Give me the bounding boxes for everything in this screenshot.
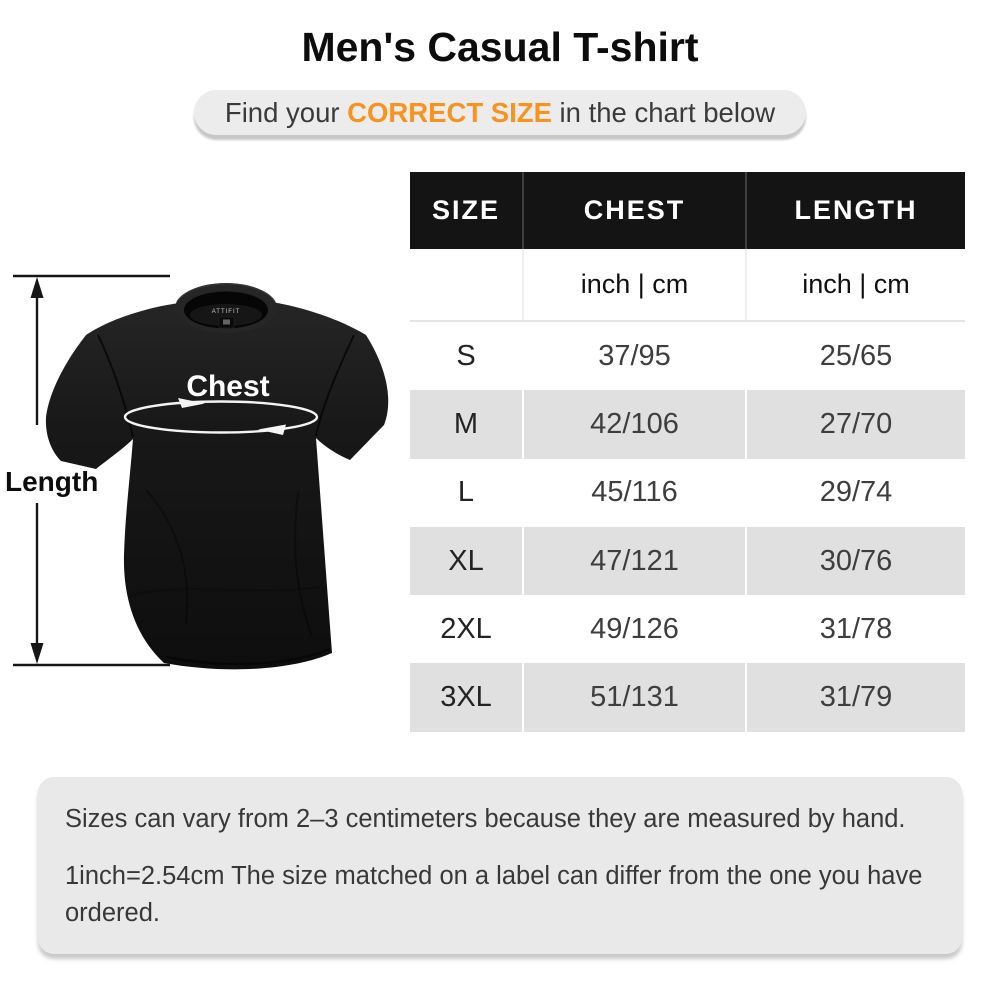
cell-chest: 42/106 [522, 390, 745, 459]
unit-cell-empty [410, 249, 522, 320]
wrinkle-fold [130, 586, 321, 596]
banner-text-suffix: in the chart below [551, 96, 776, 128]
chest-label: Chest [186, 370, 269, 403]
cell-length: 31/78 [745, 595, 965, 664]
tshirt-measurement-diagram: Length ATTIFIT Chest [5, 274, 389, 670]
unit-cell-chest: inch | cm [522, 249, 745, 320]
cell-size: 3XL [440, 681, 492, 714]
table-row: M 42/106 27/70 [410, 390, 965, 459]
table-row: S 37/95 25/65 [410, 322, 965, 391]
table-row: XL 47/121 30/76 [410, 526, 965, 596]
collar-inner-back [190, 304, 262, 326]
banner-highlight-text: CORRECT SIZE [347, 96, 552, 128]
cell-size: S [456, 339, 476, 372]
collar-brand-label: ATTIFIT [212, 309, 241, 315]
table-header-row: SIZE CHEST LENGTH [410, 172, 965, 249]
table-row: 2XL 49/126 31/78 [410, 595, 965, 664]
unit-cell-length: inch | cm [745, 249, 965, 320]
cell-chest: 37/95 [522, 322, 745, 391]
collar-rim-highlight [176, 283, 276, 303]
table-unit-row: inch | cm inch | cm [410, 249, 965, 322]
notes-box: Sizes can vary from 2–3 centimeters beca… [38, 777, 962, 954]
banner-text-prefix: Find your [224, 96, 348, 128]
chest-arrow-left-head [258, 424, 286, 435]
length-label: Length [5, 466, 98, 497]
table-row: L 45/116 29/74 [410, 458, 965, 527]
length-arrow-down-head [30, 643, 44, 664]
cell-chest: 45/116 [522, 458, 745, 527]
note-line-1: Sizes can vary from 2–3 centimeters beca… [65, 805, 906, 833]
size-chart-table: SIZE CHEST LENGTH inch | cm inch | cm S … [410, 172, 965, 732]
cell-size: XL [448, 544, 484, 577]
column-header-length: LENGTH [745, 172, 965, 249]
note-line-2: 1inch=2.54cm The size matched on a label… [65, 862, 923, 927]
cell-length: 30/76 [745, 526, 965, 596]
collar-size-tag-mark [223, 319, 230, 325]
tshirt-graphic [45, 297, 389, 670]
chest-arrow-right-head [178, 398, 205, 408]
cell-chest: 47/121 [522, 526, 745, 596]
cell-length: 31/79 [745, 663, 965, 732]
chest-measure-ellipse [123, 400, 319, 434]
column-header-chest: CHEST [522, 172, 745, 249]
cell-size: M [453, 407, 479, 440]
column-header-size: SIZE [431, 195, 500, 225]
table-row: 3XL 51/131 31/79 [410, 663, 965, 732]
cell-chest: 51/131 [522, 663, 745, 732]
cell-length: 25/65 [745, 322, 965, 391]
wrinkle-right [294, 492, 313, 638]
wrinkle-left [145, 489, 189, 624]
cell-chest: 49/126 [522, 595, 745, 664]
right-sleeve-seam [315, 334, 355, 437]
find-size-banner: Find your CORRECT SIZE in the chart belo… [193, 90, 807, 135]
length-arrow-up-head [30, 277, 44, 298]
hem-shadow [165, 647, 331, 666]
cell-length: 29/74 [745, 458, 965, 527]
cell-length: 27/70 [745, 390, 965, 459]
page-title: Men's Casual T-shirt [301, 24, 699, 70]
left-sleeve-seam [97, 334, 134, 438]
cell-size: L [457, 476, 475, 509]
cell-size: 2XL [440, 612, 492, 645]
